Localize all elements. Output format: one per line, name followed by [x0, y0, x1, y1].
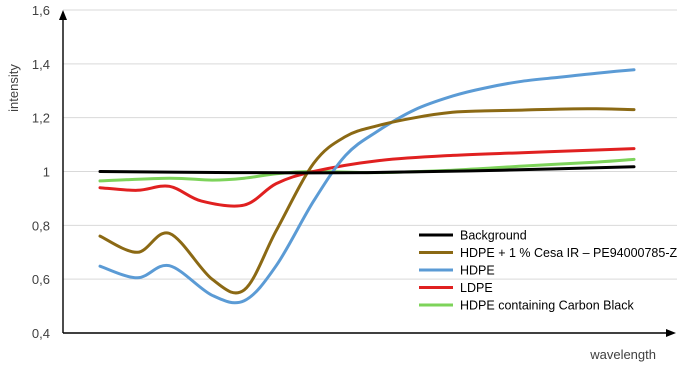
series-lines: [98, 68, 636, 305]
series-line-hdpe-1-cesa-ir-pe94000785-zn: [98, 107, 636, 295]
series-line-hdpe: [98, 68, 636, 305]
x-axis-label: wavelength: [589, 347, 656, 362]
legend-label: HDPE: [460, 264, 495, 278]
y-tick-label: 0,6: [32, 272, 50, 287]
y-tick-labels: 0,4 0,6 0,8 1 1,2 1,4 1,6: [32, 3, 50, 341]
y-tick-label: 1: [43, 165, 50, 180]
legend: Background HDPE + 1 % Cesa IR – PE9400078…: [419, 229, 677, 313]
series-line-background: [98, 165, 636, 175]
legend-label: LDPE: [460, 281, 493, 295]
y-tick-label: 0,4: [32, 326, 50, 341]
y-tick-label: 1,4: [32, 57, 50, 72]
y-axis-arrow: [59, 10, 67, 20]
y-tick-label: 1,6: [32, 3, 50, 18]
legend-label: Background: [460, 229, 527, 243]
y-axis-label: intensity: [6, 64, 21, 112]
axes: [59, 10, 676, 337]
legend-label: HDPE + 1 % Cesa IR – PE94000785-ZN: [460, 246, 677, 260]
x-axis-arrow: [666, 329, 676, 337]
legend-label: HDPE containing Carbon Black: [460, 299, 634, 313]
y-tick-label: 1,2: [32, 111, 50, 126]
y-tick-label: 0,8: [32, 218, 50, 233]
